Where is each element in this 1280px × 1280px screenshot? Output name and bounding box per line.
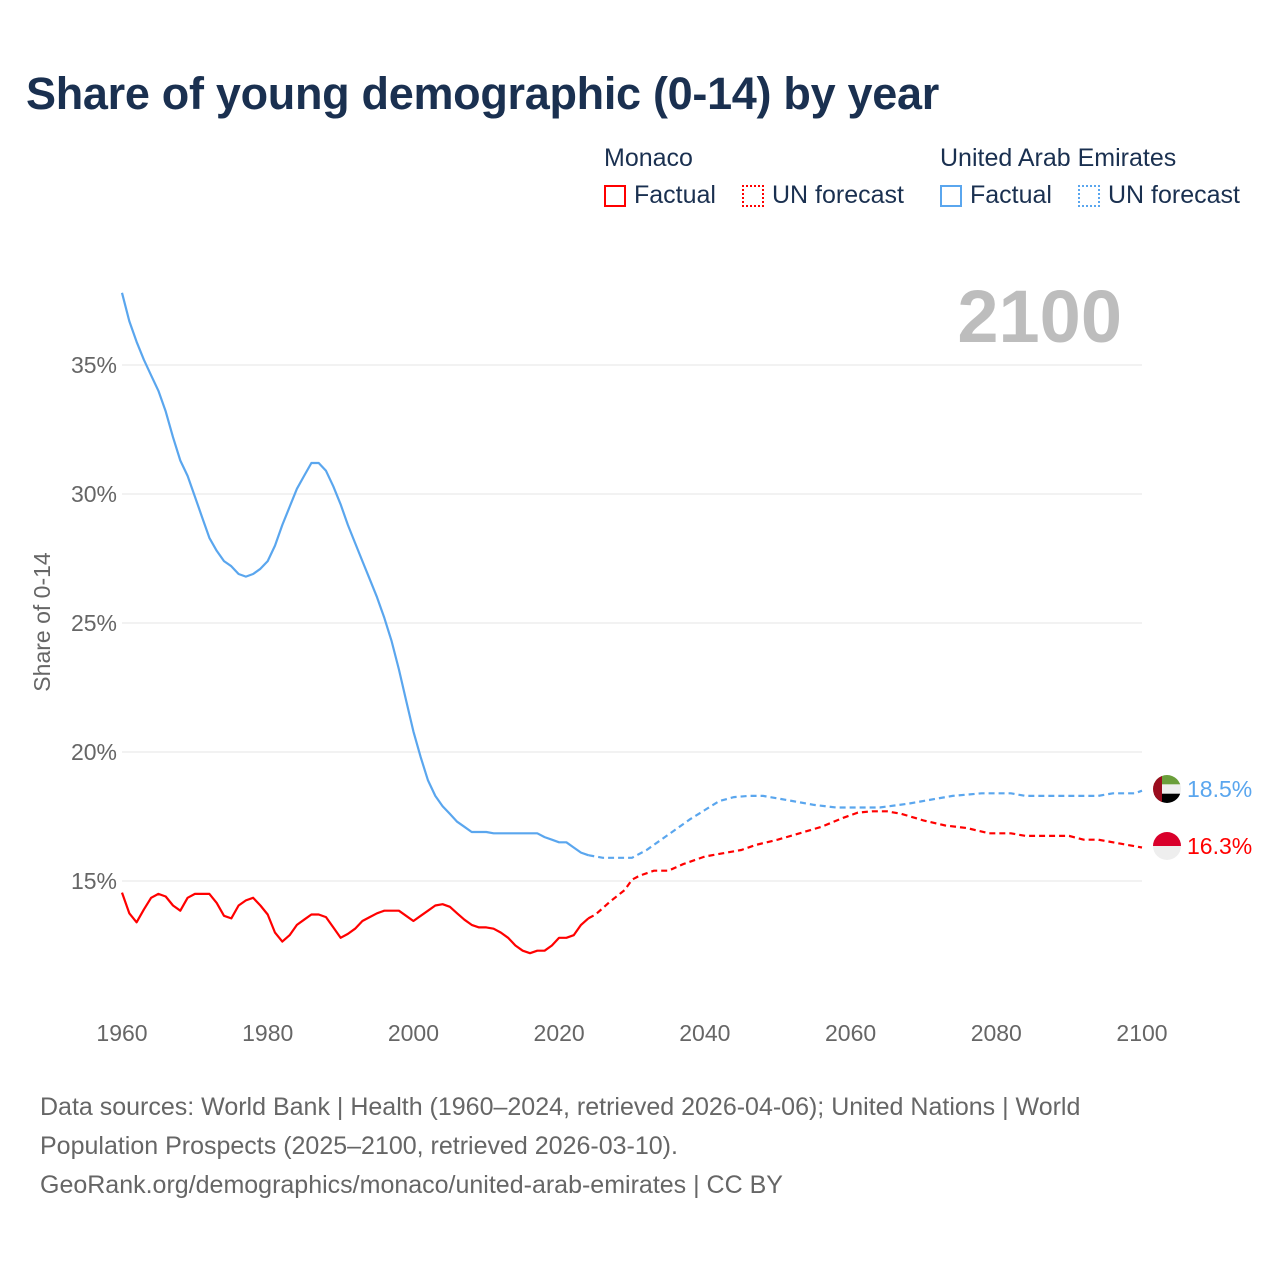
x-tick-label: 1980 [242,1020,293,1046]
legend-item-factual[interactable]: Factual [604,181,716,210]
legend-monaco: Monaco Factual UN forecast [604,144,922,210]
dotted-swatch-icon [1077,184,1100,207]
source-line: Population Prospects (2025–2100, retriev… [40,1132,678,1160]
legend-label: Factual [970,181,1052,209]
y-tick-label: 25% [71,610,117,636]
uae-end-label: 18.5% [1187,776,1252,802]
uae-flag-icon [1153,775,1181,803]
legend-label: UN forecast [771,181,904,209]
monaco-flag-icon [1153,832,1181,860]
legend-item-forecast[interactable]: UN forecast [1077,181,1240,210]
y-axis-label: Share of 0-14 [29,552,55,692]
x-tick-label: 2080 [971,1020,1022,1046]
x-tick-label: 2020 [534,1020,585,1046]
x-tick-label: 2000 [388,1020,439,1046]
monaco-forecast-line [587,810,1143,920]
x-tick-label: 2060 [825,1020,876,1046]
chart-title: Share of young demographic (0-14) by yea… [26,68,939,119]
y-tick-label: 35% [71,352,117,378]
legend-item-factual[interactable]: Factual [940,181,1052,210]
solid-swatch-icon [604,184,626,207]
y-tick-label: 15% [71,868,117,894]
x-tick-label: 1960 [96,1020,147,1046]
monaco-end-label: 16.3% [1187,833,1252,859]
monaco-factual-line [120,892,590,955]
source-link[interactable]: GeoRank.org/demographics/monaco/united-a… [40,1171,783,1199]
solid-swatch-icon [940,184,962,207]
x-tick-label: 2100 [1116,1020,1167,1046]
united-arab-emirates-forecast-line [588,789,1143,859]
legend-label: UN forecast [1107,181,1240,209]
year-display: 2100 [957,275,1122,358]
y-tick-label: 20% [71,739,117,765]
legend-uae: United Arab Emirates Factual UN forecast [940,144,1258,210]
footer-sources: Data sources: World Bank | Health (1960–… [40,1088,1240,1205]
legend-country-name: Monaco [604,144,693,172]
source-line: Data sources: World Bank | Health (1960–… [40,1093,1081,1121]
y-tick-label: 30% [71,481,117,507]
legend-label: Factual [634,181,716,209]
x-tick-label: 2040 [679,1020,730,1046]
united-arab-emirates-factual-line [120,292,589,857]
legend-item-forecast[interactable]: UN forecast [741,181,904,210]
legend-country-name: United Arab Emirates [940,144,1177,172]
dotted-swatch-icon [741,184,764,207]
